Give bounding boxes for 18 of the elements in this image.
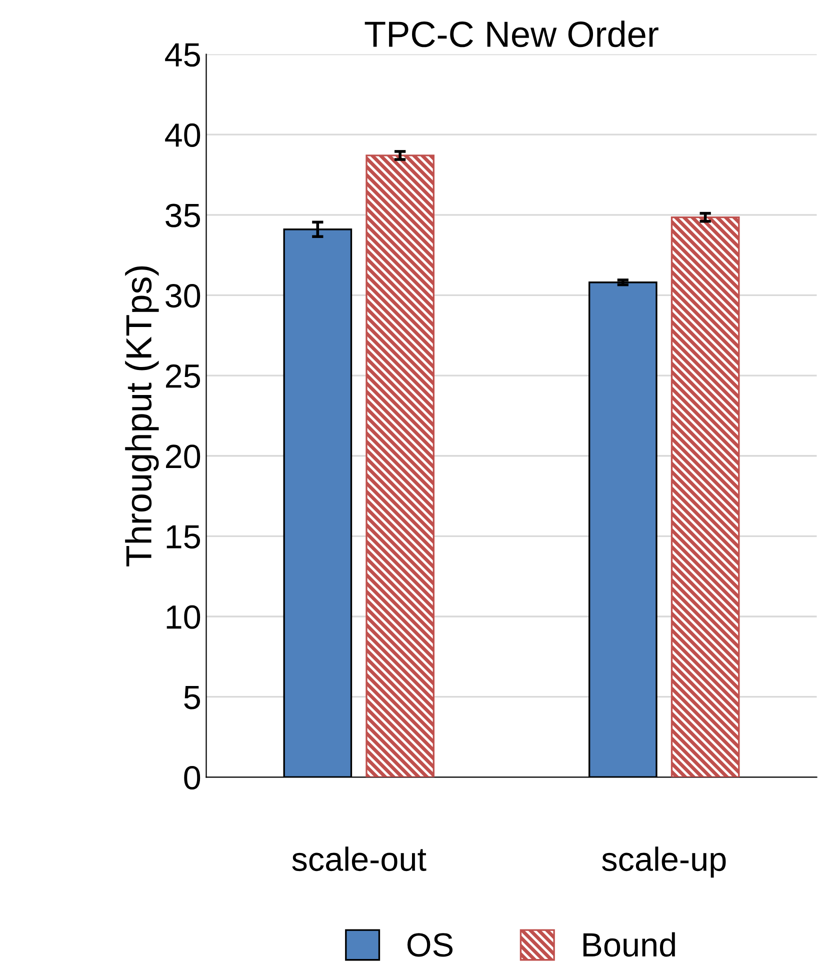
legend-label: OS xyxy=(407,933,453,957)
y-tick-label: 35 xyxy=(166,204,200,228)
y-tick-label: 20 xyxy=(166,444,200,468)
y-tick-label: 45 xyxy=(165,43,200,67)
bar xyxy=(366,154,434,778)
y-tick-label: 0 xyxy=(184,766,200,790)
x-tick-label: scale-out xyxy=(292,846,426,872)
bar xyxy=(670,216,740,778)
y-tick-label: 25 xyxy=(166,364,200,388)
y-tick-label: 5 xyxy=(184,686,200,710)
y-tick-label: 15 xyxy=(166,525,200,549)
y-tick-label: 10 xyxy=(166,605,200,629)
y-tick-label: 30 xyxy=(166,284,200,308)
x-tick-label: scale-up xyxy=(602,846,726,878)
chart-title: TPC-C New Order xyxy=(364,20,658,48)
y-axis-title: Throughput (KTps) xyxy=(125,266,159,566)
legend-label: Bound xyxy=(583,932,675,957)
y-tick-label: 40 xyxy=(165,123,200,147)
